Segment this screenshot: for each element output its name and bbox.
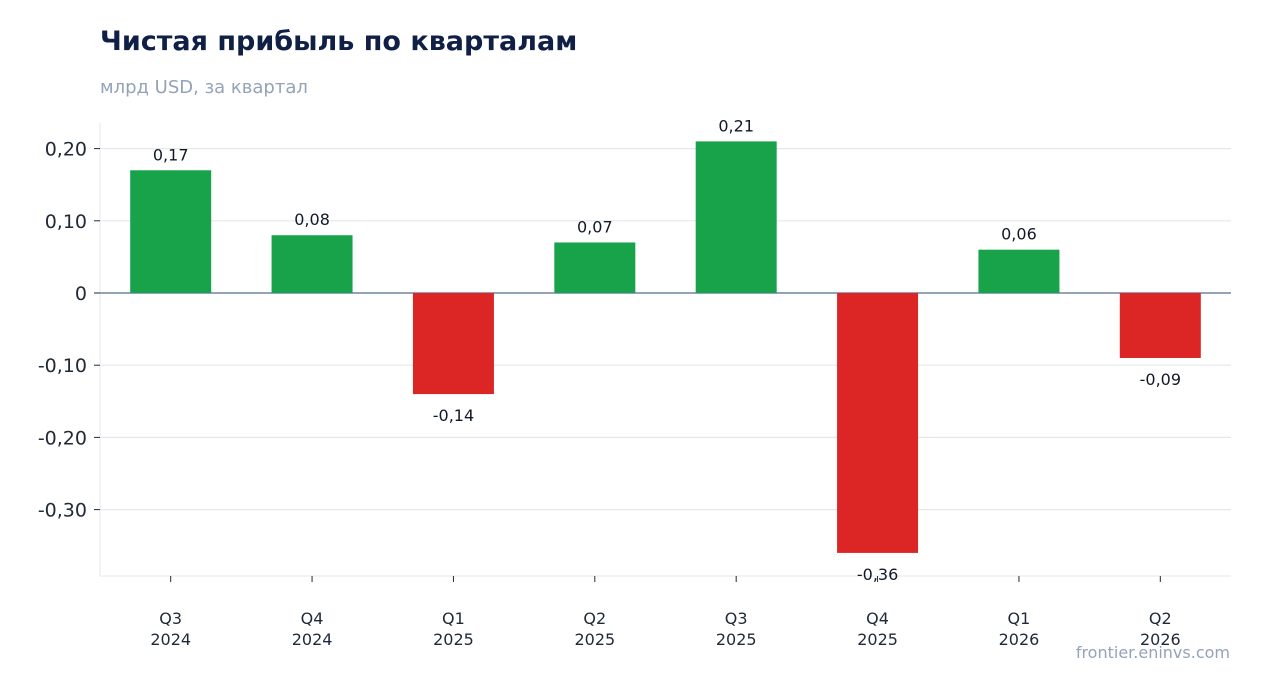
y-tick-label: 0,10 [45,211,87,233]
bars [130,141,1201,553]
x-tick-label-quarter: Q3 [159,609,182,628]
bar [554,242,636,293]
bar [837,293,919,553]
x-tick-label-year: 2025 [857,630,898,649]
x-tick-label-quarter: Q3 [725,609,748,628]
y-tick-label: -0,20 [38,427,87,449]
x-tick-label-quarter: Q2 [1149,609,1172,628]
x-tick-label-year: 2025 [716,630,757,649]
bar [130,170,212,293]
data-label: 0,21 [718,116,754,135]
x-tick-label-quarter: Q2 [583,609,606,628]
data-label: 0,08 [294,210,330,229]
x-tick-label-quarter: Q1 [442,609,465,628]
x-tick-label-year: 2026 [1140,630,1181,649]
bar [412,293,494,395]
x-tick-label-year: 2026 [999,630,1040,649]
x-tick-label-year: 2025 [574,630,615,649]
data-label: 0,17 [153,145,189,164]
chart-subtitle: млрд USD, за квартал [100,77,308,98]
chart-title: Чистая прибыль по кварталам [100,26,578,57]
data-label: -0,14 [433,406,474,425]
x-tick-label-quarter: Q4 [301,609,324,628]
x-tick-label-quarter: Q4 [866,609,889,628]
source-watermark: frontier.eninvs.com [1075,643,1230,662]
y-tick-label: 0,20 [45,139,87,161]
axes [99,123,1231,577]
data-labels: 0,17 0,08 -0,14 0,07 0,21 -0,36 0,06 -0,09 [153,116,1181,584]
y-tick-label: -0,10 [38,355,87,377]
data-label: -0,09 [1140,370,1181,389]
x-tick-label-year: 2024 [150,630,191,649]
x-tick-label-quarter: Q1 [1008,609,1031,628]
bar [978,249,1060,293]
y-tick-label: -0,30 [38,500,87,522]
bar [271,235,353,293]
x-tick-label-year: 2024 [292,630,333,649]
data-label: -0,36 [857,565,898,584]
data-label: 0,06 [1001,225,1037,244]
bar [1119,293,1201,358]
y-axis-ticks: 0,20 0,10 0 -0,10 -0,20 -0,30 [38,139,100,522]
y-tick-label: 0 [75,283,87,305]
grid-lines [100,148,1231,511]
x-tick-label-year: 2025 [433,630,474,649]
x-axis-ticks: Q3 2024 Q4 2024 Q1 2025 Q2 2025 Q3 2025 Q4 2025 Q1 20… [150,576,1181,649]
bar [695,141,777,293]
data-label: 0,07 [577,217,613,236]
